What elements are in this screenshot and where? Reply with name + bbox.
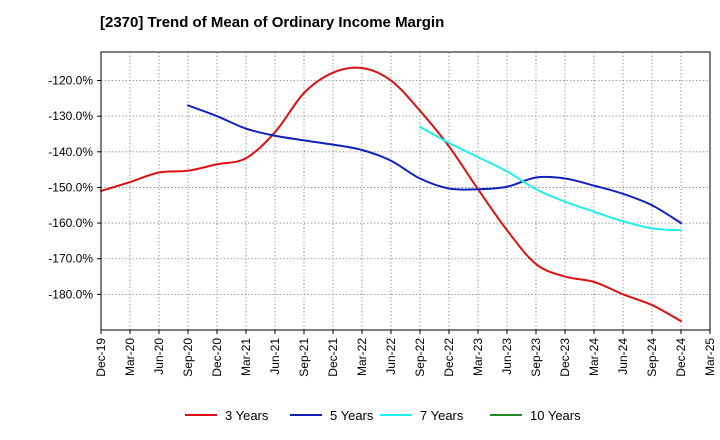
y-tick-label: -170.0% xyxy=(48,252,93,266)
x-tick-label: Jun-23 xyxy=(500,338,514,375)
x-tick-label: Sep-22 xyxy=(413,338,427,377)
x-tick-label: Dec-19 xyxy=(94,338,108,377)
y-axis: -120.0% -130.0% -140.0% -150.0% -160.0% -170.… xyxy=(48,74,101,301)
plot-background xyxy=(101,52,710,330)
plot-border xyxy=(100,51,711,331)
legend: 3 Years 5 Years 7 Years 10 Years xyxy=(185,408,581,423)
y-tick-label: -180.0% xyxy=(48,287,93,301)
legend-item: 10 Years xyxy=(490,408,581,423)
chart-title: [2370] Trend of Mean of Ordinary Income … xyxy=(100,14,445,31)
legend-item: 7 Years xyxy=(380,408,464,423)
x-tick-label: Sep-20 xyxy=(181,338,195,377)
x-tick-label: Dec-21 xyxy=(326,338,340,377)
legend-item: 3 Years xyxy=(185,408,269,423)
legend-item: 5 Years xyxy=(290,408,374,423)
x-tick-label: Mar-23 xyxy=(471,338,485,376)
x-tick-label: Mar-25 xyxy=(703,338,717,376)
x-tick-label: Jun-24 xyxy=(616,338,630,375)
x-tick-label: Dec-22 xyxy=(442,338,456,377)
series-line-7-years xyxy=(419,125,682,232)
y-tick-label: -140.0% xyxy=(48,145,93,159)
y-tick-label: -160.0% xyxy=(48,216,93,230)
x-tick-label: Sep-23 xyxy=(529,338,543,377)
x-tick-label: Mar-20 xyxy=(123,338,137,376)
y-tick-label: -130.0% xyxy=(48,109,93,123)
x-tick-label: Mar-24 xyxy=(587,338,601,376)
x-tick-label: Dec-23 xyxy=(558,338,572,377)
x-tick-label: Sep-24 xyxy=(645,338,659,377)
series-line-3-years xyxy=(100,66,682,323)
x-axis: Dec-19 Mar-20 Jun-20 Sep-20 Dec-20 Mar-21 Jun-… xyxy=(94,330,717,377)
x-tick-label: Mar-21 xyxy=(239,338,253,376)
y-tick-label: -150.0% xyxy=(48,180,93,194)
x-tick-label: Jun-20 xyxy=(152,338,166,375)
x-tick-label: Dec-20 xyxy=(210,338,224,377)
y-tick-label: -120.0% xyxy=(48,74,93,88)
legend-label: 3 Years xyxy=(225,408,269,423)
legend-label: 7 Years xyxy=(420,408,464,423)
legend-label: 5 Years xyxy=(330,408,374,423)
x-tick-label: Jun-22 xyxy=(384,338,398,375)
series-layer xyxy=(100,66,682,323)
x-tick-label: Dec-24 xyxy=(674,338,688,377)
legend-label: 10 Years xyxy=(530,408,581,423)
x-tick-label: Mar-22 xyxy=(355,338,369,376)
x-tick-label: Jun-21 xyxy=(268,338,282,375)
series-line-5-years xyxy=(187,104,682,225)
x-tick-label: Sep-21 xyxy=(297,338,311,377)
grid-layer xyxy=(101,52,710,330)
